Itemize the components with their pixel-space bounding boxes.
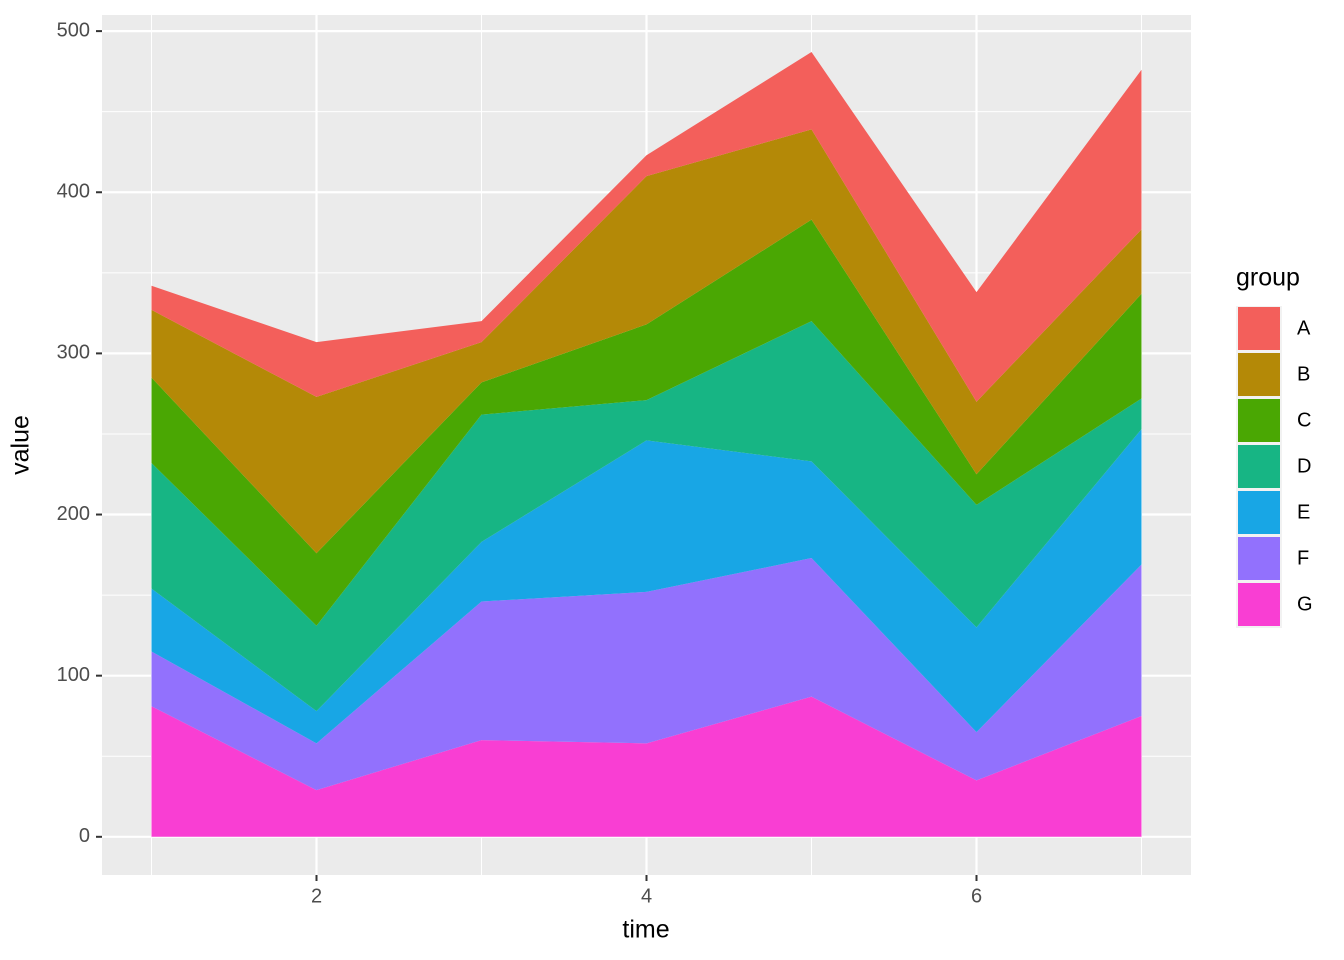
legend-title: group	[1236, 264, 1300, 292]
x-tick-label: 2	[311, 885, 322, 907]
legend-swatch	[1238, 353, 1280, 396]
y-tick-label: 300	[57, 342, 90, 364]
legend-swatch	[1238, 583, 1280, 626]
area	[151, 321, 1142, 712]
legend-label: E	[1297, 501, 1310, 523]
y-tick-label: 100	[57, 664, 90, 686]
legend-label: A	[1297, 317, 1311, 339]
y-tick-label: 500	[57, 19, 90, 41]
area	[151, 558, 1142, 791]
legend-label: B	[1297, 363, 1310, 385]
legend-swatch	[1238, 491, 1280, 534]
legend-label: F	[1297, 547, 1309, 569]
area	[151, 129, 1142, 554]
legend-label: D	[1297, 455, 1311, 477]
area	[151, 696, 1142, 837]
x-tick-label: 6	[971, 885, 982, 907]
x-tick-label: 4	[641, 885, 652, 907]
y-tick-label: 400	[57, 181, 90, 203]
legend-swatch	[1238, 445, 1280, 488]
x-axis-title: time	[622, 916, 669, 944]
legend-swatch	[1238, 537, 1280, 580]
legend-swatch	[1238, 307, 1280, 350]
y-tick-label: 200	[57, 503, 90, 525]
y-axis-title: value	[7, 415, 35, 475]
legend-swatch	[1238, 399, 1280, 442]
area	[151, 429, 1142, 744]
y-tick-label: 0	[79, 825, 90, 847]
legend-label: G	[1297, 593, 1313, 615]
legend-label: C	[1297, 409, 1311, 431]
